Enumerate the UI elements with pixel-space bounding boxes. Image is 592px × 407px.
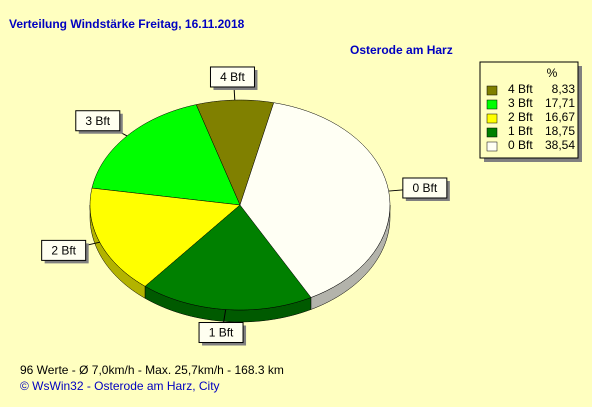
slice-label: 0 Bft [412,181,437,195]
legend-swatch [486,141,498,152]
slice-label: 1 Bft [209,326,234,340]
legend-label: 4 Bft [508,82,533,96]
legend-swatch [486,127,498,138]
legend-value: 17,71 [545,96,575,110]
footer: 96 Werte - Ø 7,0km/h - Max. 25,7km/h - 1… [20,363,284,377]
label-box [209,66,255,88]
legend-swatch [486,85,498,96]
legend-swatch [486,99,498,110]
legend-label: 2 Bft [508,110,533,124]
legend-label: 1 Bft [508,124,533,138]
legend-swatch [486,113,498,124]
slice [195,99,275,206]
legend-value: 38,54 [545,138,575,152]
legend-header: % [547,66,558,80]
copyright: © WsWin32 - Osterode am Harz, City [20,379,220,393]
slice [91,104,241,206]
legend-value: 18,75 [545,124,575,138]
label-box [75,110,121,132]
legend-label: 0 Bft [508,138,533,152]
legend-value: 16,67 [545,110,575,124]
slice-label: 2 Bft [51,244,76,258]
legend-label: 3 Bft [508,96,533,110]
slice-label: 4 Bft [220,70,245,84]
chart-title: Verteilung Windstärke Freitag, 16.11.201… [9,17,245,31]
legend-value: 8,33 [552,82,576,96]
chart-subtitle: Osterode am Harz [350,43,453,57]
label-box [402,177,448,199]
label-box [198,322,244,344]
label-box [41,239,87,261]
slice-label: 3 Bft [85,114,110,128]
